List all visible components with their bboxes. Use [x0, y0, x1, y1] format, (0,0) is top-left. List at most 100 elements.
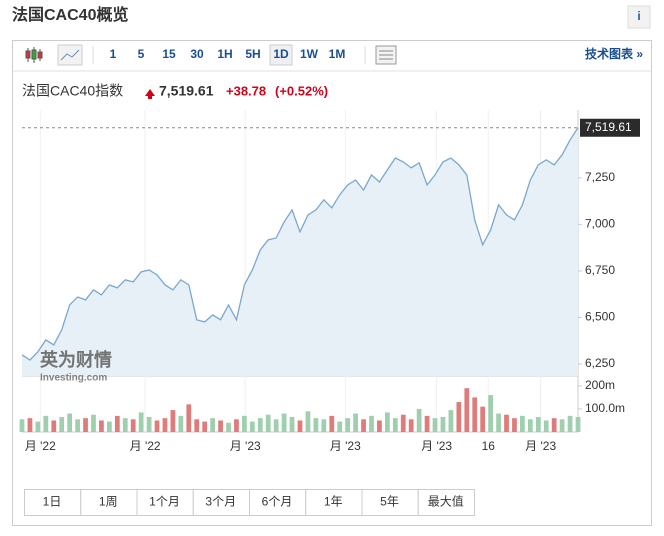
- volume-bar: [305, 411, 311, 432]
- volume-bar: [242, 415, 247, 432]
- title: 法国CAC40概览: [12, 5, 128, 24]
- y-tick-label: 7,000: [585, 217, 615, 231]
- volume-bar: [551, 418, 557, 432]
- volume-bar: [424, 415, 430, 432]
- volume-bar: [226, 422, 231, 432]
- volume-bar: [321, 419, 327, 432]
- info-button[interactable]: [627, 5, 651, 29]
- volume-bar: [448, 410, 454, 432]
- volume-bar: [464, 388, 470, 432]
- interval-button[interactable]: 1: [110, 47, 117, 61]
- range-label: 1个月: [149, 495, 180, 509]
- volume-bar: [122, 418, 128, 432]
- watermark-en: Investing.com: [40, 373, 107, 384]
- volume-bar: [146, 417, 152, 432]
- volume-bar: [432, 418, 438, 432]
- range-button[interactable]: [136, 489, 194, 516]
- volume-bar: [559, 419, 565, 432]
- volume-bar: [138, 412, 144, 432]
- range-label: 1日: [43, 495, 62, 509]
- volume-bar: [297, 420, 303, 432]
- volume-bar: [392, 418, 398, 432]
- volume-bar: [369, 415, 374, 432]
- range-button[interactable]: [361, 489, 419, 516]
- x-tick-label: 月 '23: [421, 439, 452, 453]
- volume-bar: [210, 418, 216, 432]
- volume-bar: [202, 421, 208, 432]
- current-label: 7,519.61: [585, 120, 632, 134]
- volume-bar: [543, 420, 549, 432]
- area-fill: [22, 127, 578, 377]
- volume-bar: [83, 418, 88, 432]
- volume-bar: [535, 417, 541, 432]
- range-label: 1年: [324, 495, 343, 509]
- x-tick-label: 月 '22: [25, 439, 56, 453]
- volume-bar: [99, 420, 104, 432]
- x-tick-label: 16: [482, 439, 496, 453]
- volume-bar: [353, 413, 358, 432]
- quote-price: 7,519.61: [159, 83, 214, 99]
- interval-button[interactable]: 1D: [273, 47, 289, 61]
- interval-selected: [269, 44, 293, 66]
- x-tick-label: 月 '23: [525, 439, 556, 453]
- range-button[interactable]: [305, 489, 363, 516]
- tech-chart-link[interactable]: 技术图表 »: [585, 46, 643, 61]
- volume-bar: [281, 413, 287, 432]
- volume-bar: [194, 419, 200, 432]
- range-button[interactable]: [417, 489, 475, 516]
- range-button[interactable]: [24, 489, 82, 516]
- range-button[interactable]: [249, 489, 307, 516]
- volume-bar: [186, 404, 192, 432]
- volume-bar: [154, 420, 160, 432]
- range-label: 5年: [380, 495, 399, 509]
- volume-bar: [265, 414, 271, 432]
- up-arrow: [145, 89, 155, 99]
- volume-bar: [496, 413, 501, 432]
- interval-button[interactable]: 1M: [329, 47, 346, 61]
- volume-bar: [51, 420, 57, 432]
- volume-bar: [361, 419, 366, 432]
- line-icon-glyph: [60, 49, 80, 61]
- volume-bar: [27, 418, 33, 432]
- volume-bar: [43, 415, 49, 432]
- x-tick-label: 月 '22: [130, 439, 161, 453]
- interval-button[interactable]: 15: [162, 47, 176, 61]
- price-line: [21, 127, 579, 361]
- volume-bar: [218, 420, 223, 432]
- volume-bar: [377, 420, 382, 432]
- table-icon-glyph: [379, 50, 393, 60]
- interval-button[interactable]: 1W: [300, 47, 319, 61]
- volume-bar: [114, 415, 120, 432]
- volume-bar: [520, 415, 525, 432]
- volume-bar: [345, 418, 351, 432]
- volume-bar: [106, 421, 112, 432]
- x-tick-label: 月 '23: [330, 439, 361, 453]
- interval-button[interactable]: 30: [190, 47, 204, 61]
- current-label-box: [580, 118, 640, 137]
- volume-bar: [488, 395, 494, 432]
- quote-name: 法国CAC40指数: [22, 83, 123, 99]
- quote-change-pct: (+0.52%): [275, 83, 328, 98]
- volume-bar: [59, 417, 65, 432]
- volume-bar: [273, 419, 279, 432]
- volume-bar: [178, 415, 184, 432]
- y-tick-label: 7,250: [585, 170, 615, 184]
- watermark-cn: 英为财情: [39, 349, 112, 370]
- range-button[interactable]: [192, 489, 250, 516]
- volume-bar: [19, 419, 25, 432]
- interval-button[interactable]: 5H: [245, 47, 260, 61]
- quote-change: +38.78: [226, 83, 266, 98]
- volume-bar: [337, 421, 343, 432]
- range-label: 3个月: [205, 495, 236, 509]
- candle-icon[interactable]: [25, 47, 43, 63]
- interval-button[interactable]: 5: [138, 47, 145, 61]
- volume-bar: [35, 421, 41, 432]
- interval-button[interactable]: 1H: [217, 47, 232, 61]
- volume-bar: [408, 419, 414, 432]
- volume-bar: [75, 419, 80, 432]
- line-icon[interactable]: [57, 44, 83, 66]
- volume-bar: [575, 417, 581, 432]
- y-tick-label: 6,500: [585, 310, 615, 324]
